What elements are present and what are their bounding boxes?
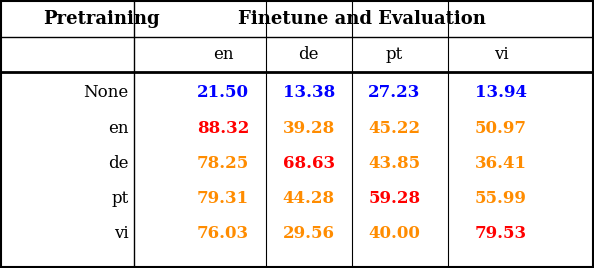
Text: 55.99: 55.99 [475,190,527,207]
Text: en: en [213,46,233,63]
Text: 44.28: 44.28 [283,190,335,207]
Text: 27.23: 27.23 [368,84,421,101]
Text: Finetune and Evaluation: Finetune and Evaluation [238,10,486,28]
Text: 59.28: 59.28 [368,190,421,207]
Text: 50.97: 50.97 [475,120,527,137]
Text: 36.41: 36.41 [475,155,527,172]
Text: 13.94: 13.94 [475,84,527,101]
Text: 68.63: 68.63 [283,155,335,172]
Text: de: de [108,155,128,172]
Text: 78.25: 78.25 [197,155,249,172]
Text: pt: pt [386,46,403,63]
Text: 45.22: 45.22 [368,120,421,137]
Text: None: None [83,84,128,101]
Text: vi: vi [494,46,508,63]
Text: 29.56: 29.56 [283,225,335,243]
Text: 39.28: 39.28 [283,120,335,137]
Text: 43.85: 43.85 [368,155,421,172]
Text: de: de [299,46,319,63]
Text: 40.00: 40.00 [369,225,421,243]
Text: 79.53: 79.53 [475,225,527,243]
Text: vi: vi [114,225,128,243]
Text: 21.50: 21.50 [197,84,249,101]
Text: Pretraining: Pretraining [43,10,160,28]
Text: 76.03: 76.03 [197,225,249,243]
Text: en: en [108,120,128,137]
Text: 79.31: 79.31 [197,190,249,207]
Text: 13.38: 13.38 [283,84,335,101]
Text: pt: pt [111,190,128,207]
Text: 88.32: 88.32 [197,120,249,137]
